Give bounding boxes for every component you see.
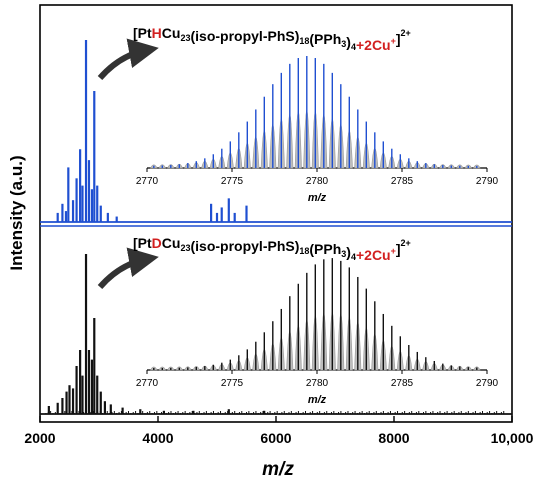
formula-bottom-label: [PtDCu23(iso-propyl-PhS)18(PPh3)4+2Cu+]2… [133,235,411,263]
x-axis-label: m/z [262,459,294,480]
x-tick-label: 4000 [142,430,173,446]
inset-tick-label: 2770 [136,176,159,187]
inset-tick-label: 2785 [391,378,414,389]
series-top-spectrum [40,40,512,223]
x-axis-ticks: 2000 4000 6000 8000 10,000 [24,416,534,446]
inset-bottom-isotope-pattern: 2770 2775 2780 2785 2790 m/z [136,258,499,406]
series-bottom-spectrum [40,254,512,415]
y-axis-label: Intensity (a.u.) [7,155,26,270]
inset-tick-label: 2790 [476,378,499,389]
arrow-bottom-icon [97,247,159,290]
inset-x-label: m/z [308,394,327,406]
x-tick-label: 2000 [24,430,55,446]
inset-tick-label: 2780 [306,378,329,389]
x-tick-label: 6000 [260,430,291,446]
inset-tick-label: 2790 [476,176,499,187]
inset-x-label: m/z [308,192,327,204]
inset-top-isotope-pattern: 2770 2775 2780 2785 2790 m/z [136,56,499,204]
inset-tick-label: 2775 [221,378,244,389]
x-tick-label: 8000 [378,430,409,446]
inset-tick-label: 2780 [306,176,329,187]
inset-tick-label: 2785 [391,176,414,187]
inset-tick-label: 2775 [221,176,244,187]
formula-top-label: [PtHCu23(iso-propyl-PhS)18(PPh3)4+2Cu+]2… [133,25,411,53]
inset-tick-label: 2770 [136,378,159,389]
x-tick-label: 10,000 [491,430,534,446]
arrow-top-icon [97,38,159,81]
